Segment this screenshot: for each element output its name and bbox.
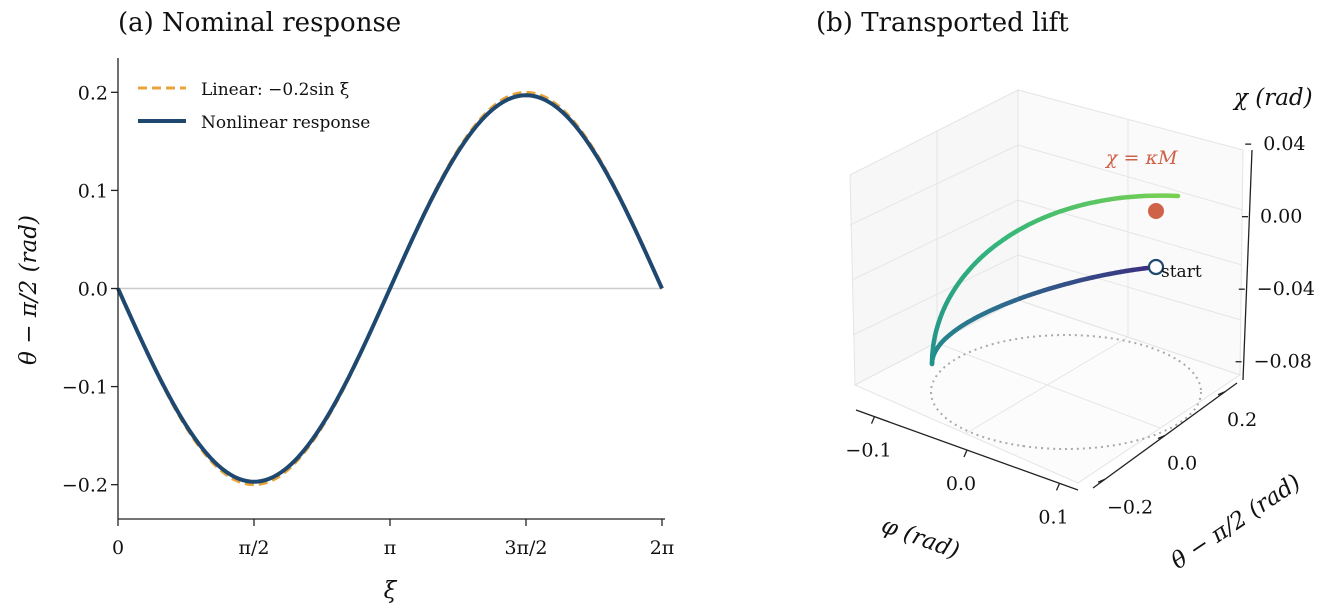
x-tick-label-2: π [384,537,397,559]
theta-tick-label-0: −0.2 [1107,496,1153,518]
phi-tick-mark-0 [870,416,876,424]
phi-tick-label-2: 0.1 [1038,506,1068,528]
chi-tick-label-3: 0.04 [1263,133,1305,155]
theta-tick-mark-0 [1097,478,1106,483]
start-marker [1147,258,1165,276]
transported-lift-curve [929,193,1181,367]
floor-projection-loop [930,334,1202,450]
phi-axis-label: φ (rad) [878,512,963,564]
panel-a-title: (a) Nominal response [118,8,401,38]
floor-pane [853,299,1242,484]
phi-tick-label-1: 0.0 [946,473,976,495]
nonlinear-series-line [116,93,664,484]
theta-tick-mark-1 [1157,434,1166,440]
x-axis-label: ξ [384,578,398,604]
theta-tick-label-1: 0.0 [1167,453,1197,475]
theta-tick-label-2: 0.2 [1227,409,1257,431]
phi-tick-mark-2 [1055,483,1061,491]
panel-a-ticks: 0 π/2 π 3π/2 2π −0.2 −0.1 0.0 0.1 0.2 [62,82,674,559]
x-tick-label-3: 3π/2 [504,537,547,559]
legend-nonlinear-label: Nonlinear response [201,113,370,133]
x-tick-label-1: π/2 [239,537,270,559]
panel-b-ticks: −0.1 0.0 0.1 −0.2 0.0 0.2 −0.08 −0.04 0.00 0.04 [845,133,1315,528]
panel-b-transported-lift: (b) Transported lift start χ = κM [816,8,1315,575]
chi-tick-label-0: −0.08 [1254,351,1312,373]
legend-linear-label: Linear: −0.2sin ξ [201,80,349,100]
x-tick-label-4: 2π [650,537,675,559]
chi-tick-label-1: −0.04 [1257,278,1315,300]
panel-a-nominal-response: (a) Nominal response 0 π/2 π 3π/2 2π −0.2 −0.1… [16,8,674,604]
phi-tick-label-0: −0.1 [845,440,891,462]
y-tick-label-2: 0.0 [78,279,108,301]
phi-tick-mark-1 [963,449,968,458]
y-tick-label-0: −0.2 [62,475,108,497]
chi-kappa-label: χ = κM [1104,147,1178,169]
end-marker [1148,203,1164,219]
panel-b-title: (b) Transported lift [816,8,1069,38]
chi-tick-label-2: 0.00 [1260,206,1302,228]
chi-axis-line [1242,149,1253,381]
x-tick-label-0: 0 [112,537,124,559]
y-axis-label: θ − π/2 (rad) [16,215,42,365]
legend: Linear: −0.2sin ξ Nonlinear response [138,80,370,133]
start-label: start [1161,262,1202,282]
chi-axis-label: χ (rad) [1232,85,1313,111]
theta-axis-label: θ − π/2 (rad) [1167,469,1306,574]
y-tick-label-3: 0.1 [78,180,108,202]
y-tick-label-1: −0.1 [62,377,108,399]
y-tick-label-4: 0.2 [78,82,108,104]
theta-tick-mark-2 [1217,391,1226,396]
